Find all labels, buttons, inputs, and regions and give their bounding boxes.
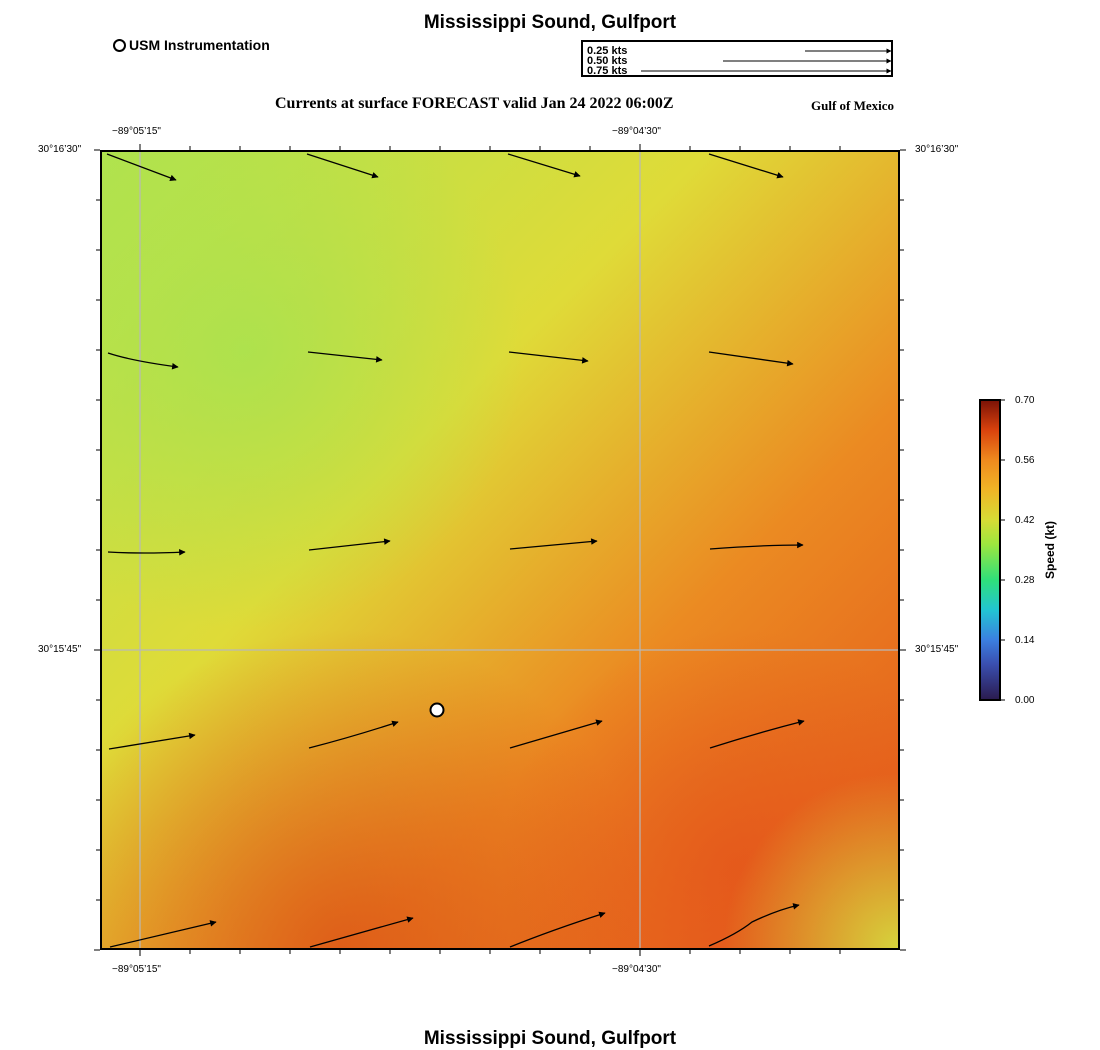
current-speed-map[interactable] <box>100 150 900 950</box>
current-arrow <box>308 538 391 551</box>
legend: USM Instrumentation <box>113 37 270 53</box>
current-arrow <box>709 719 805 749</box>
current-arrow <box>708 903 800 947</box>
current-vectors <box>106 153 805 948</box>
lon-tick-bottom-1: −89°05’15" <box>112 964 161 975</box>
current-arrow <box>308 720 399 749</box>
lat-tick-right-1: 30°16’30" <box>915 144 959 155</box>
colorbar-tick-028: 0.28 <box>1015 575 1035 586</box>
station-marker-icon <box>113 38 126 52</box>
footer-title: Mississippi Sound, Gulfport <box>423 1028 677 1049</box>
current-arrow <box>307 351 383 363</box>
lon-tick-top-2: −89°04’30" <box>612 126 661 137</box>
map-subtitle: Currents at surface FORECAST valid Jan 2… <box>275 95 674 112</box>
current-arrow <box>106 153 177 181</box>
legend-marker-label: USM Instrumentation <box>129 37 270 53</box>
current-arrow <box>708 351 794 367</box>
current-arrow <box>709 541 804 550</box>
current-arrow <box>509 538 598 550</box>
colorbar <box>979 399 1005 701</box>
current-arrow <box>108 732 196 750</box>
colorbar-tick-056: 0.56 <box>1015 455 1035 466</box>
colorbar-tick-000: 0.00 <box>1015 695 1035 706</box>
current-arrow <box>306 153 379 179</box>
map-canvas <box>102 152 898 948</box>
colorbar-tick-014: 0.14 <box>1015 635 1035 646</box>
current-arrow <box>107 352 179 370</box>
lat-tick-left-2: 30°15’45" <box>38 644 82 655</box>
current-arrow <box>509 911 606 948</box>
region-label: Gulf of Mexico <box>811 98 895 113</box>
current-arrow <box>109 920 217 948</box>
graticule <box>102 152 898 948</box>
current-arrow <box>508 351 589 364</box>
scale-label-1: 0.25 kts <box>587 45 628 57</box>
vector-scale-box: 0.25 kts 0.50 kts 0.75 kts <box>581 40 893 77</box>
colorbar-gradient <box>979 399 1001 701</box>
current-arrow <box>309 916 414 948</box>
lon-tick-bottom-2: −89°04’30" <box>612 964 661 975</box>
scale-label-3: 0.75 kts <box>587 65 628 77</box>
scale-label-2: 0.50 kts <box>587 55 628 67</box>
colorbar-title: Speed (kt) <box>1043 520 1057 580</box>
map-title: Mississippi Sound, Gulfport <box>423 12 677 33</box>
current-arrow <box>509 719 603 749</box>
lon-tick-top-1: −89°05’15" <box>112 126 161 137</box>
current-arrow <box>708 153 784 179</box>
current-arrow <box>507 153 581 178</box>
lat-tick-left-1: 30°16’30" <box>38 144 82 155</box>
lat-tick-right-2: 30°15’45" <box>915 644 959 655</box>
station-marker <box>429 702 445 718</box>
colorbar-tick-042: 0.42 <box>1015 515 1035 526</box>
current-arrow <box>107 549 186 556</box>
scale-arrows <box>641 48 892 74</box>
colorbar-tick-070: 0.70 <box>1015 395 1035 406</box>
